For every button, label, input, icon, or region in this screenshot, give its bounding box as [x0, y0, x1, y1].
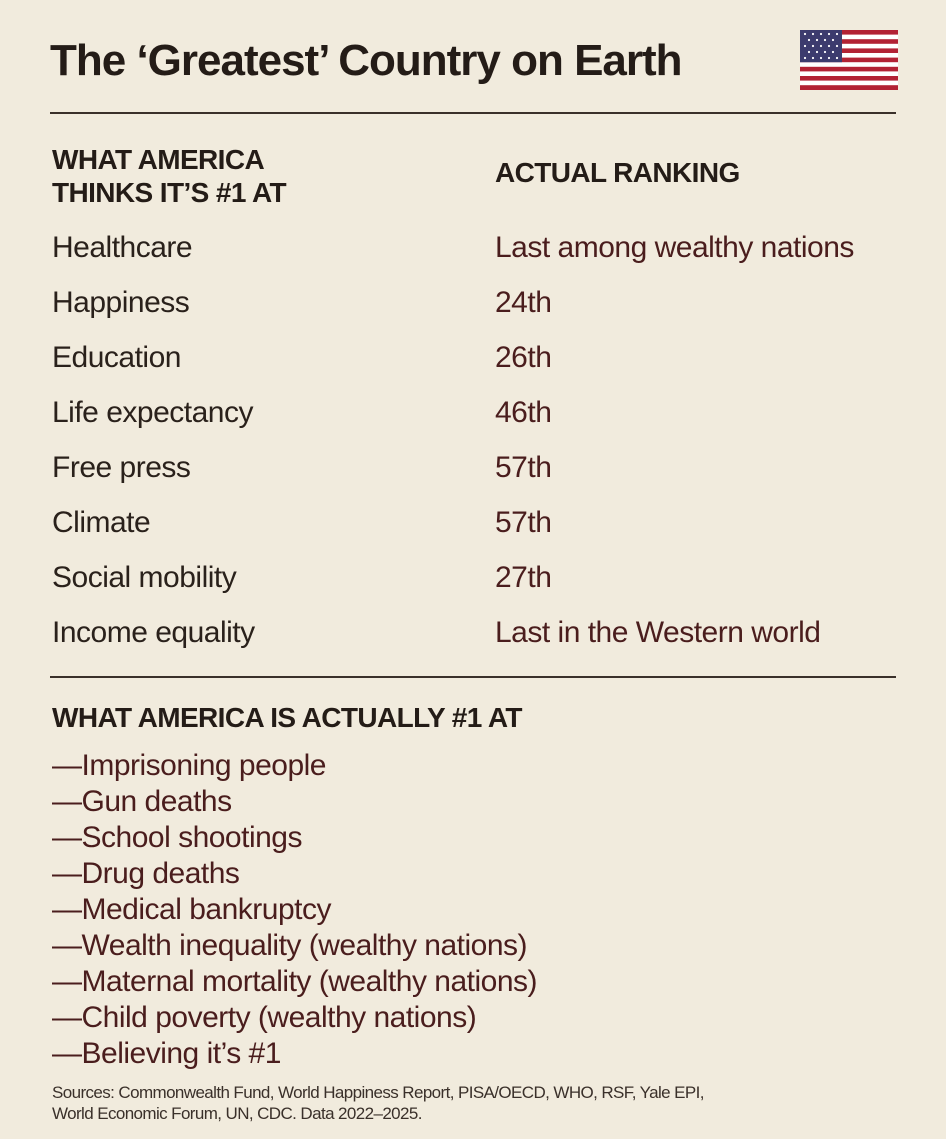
top-divider	[50, 112, 896, 114]
row-label-income-equality: Income equality	[52, 616, 255, 649]
row-label-education: Education	[52, 341, 181, 374]
middle-divider	[50, 676, 896, 678]
sources-line1: Sources: Commonwealth Fund, World Happin…	[52, 1083, 704, 1102]
list-item: —School shootings	[52, 821, 303, 854]
list-item: —Medical bankruptcy	[52, 893, 331, 926]
list-item: —Child poverty (wealthy nations)	[52, 1001, 477, 1034]
page-title: The ‘Greatest’ Country on Earth	[50, 36, 683, 85]
row-rank-life-expectancy: 46th	[495, 396, 552, 429]
row-rank-free-press: 57th	[495, 451, 552, 484]
right-column-header: ACTUAL RANKING	[495, 157, 740, 188]
left-column-header-line2: THINKS IT’S #1 AT	[52, 177, 287, 208]
row-rank-income-equality: Last in the Western world	[495, 616, 821, 649]
row-label-happiness: Happiness	[52, 286, 190, 319]
left-column-header-line1: WHAT AMERICA	[52, 144, 265, 175]
row-label-climate: Climate	[52, 506, 151, 539]
row-label-free-press: Free press	[52, 451, 191, 484]
list-item: —Drug deaths	[52, 857, 240, 890]
row-rank-healthcare: Last among wealthy nations	[495, 231, 854, 264]
us-flag-icon	[800, 30, 898, 90]
list-item: —Wealth inequality (wealthy nations)	[52, 929, 528, 962]
list-item: —Believing it’s #1	[52, 1037, 281, 1070]
sources-line2: World Economic Forum, UN, CDC. Data 2022…	[52, 1104, 422, 1123]
row-label-social-mobility: Social mobility	[52, 561, 237, 594]
row-rank-social-mobility: 27th	[495, 561, 552, 594]
row-label-healthcare: Healthcare	[52, 231, 193, 264]
actual-section-heading: WHAT AMERICA IS ACTUALLY #1 AT	[52, 702, 523, 733]
actual-list: —Imprisoning people —Gun deaths —School …	[52, 748, 538, 1072]
sources-note: Sources: Commonwealth Fund, World Happin…	[52, 1082, 882, 1124]
row-rank-education: 26th	[495, 341, 552, 374]
row-rank-climate: 57th	[495, 506, 552, 539]
row-rank-happiness: 24th	[495, 286, 552, 319]
left-column-header: WHAT AMERICA THINKS IT’S #1 AT	[52, 143, 287, 209]
row-label-life-expectancy: Life expectancy	[52, 396, 253, 429]
list-item: —Imprisoning people	[52, 749, 327, 782]
list-item: —Gun deaths	[52, 785, 232, 818]
list-item: —Maternal mortality (wealthy nations)	[52, 965, 538, 998]
